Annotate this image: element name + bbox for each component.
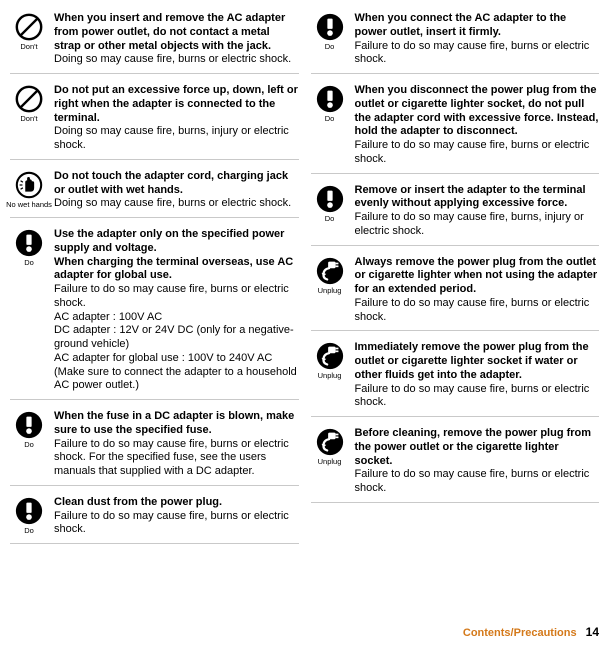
icon-caption: Do	[325, 115, 335, 123]
precaution-heading: Do not touch the adapter cord, charging …	[54, 170, 299, 198]
precaution-text: Remove or insert the adapter to the term…	[355, 184, 600, 239]
icon-block: Don't	[10, 12, 48, 51]
icon-block: Do	[311, 84, 349, 123]
precaution-text: Clean dust from the power plug.Failure t…	[54, 496, 299, 537]
icon-block: No wet hands	[10, 170, 48, 209]
dont-icon	[14, 84, 44, 114]
unplug-icon	[315, 341, 345, 371]
precaution-item: Do When you connect the AC adapter to the…	[311, 6, 600, 74]
icon-caption: Unplug	[318, 372, 342, 380]
precaution-heading: Immediately remove the power plug from t…	[355, 341, 600, 382]
precaution-heading: When the fuse in a DC adapter is blown, …	[54, 410, 299, 438]
icon-block: Do	[10, 410, 48, 449]
precaution-text: Immediately remove the power plug from t…	[355, 341, 600, 410]
icon-block: Unplug	[311, 427, 349, 466]
precaution-text: Use the adapter only on the specified po…	[54, 228, 299, 393]
icon-caption: Don't	[20, 115, 37, 123]
precaution-text: Always remove the power plug from the ou…	[355, 256, 600, 325]
nowethands-icon	[14, 170, 44, 200]
right-column: Do When you connect the AC adapter to the…	[311, 6, 600, 544]
icon-block: Unplug	[311, 341, 349, 380]
precaution-body: Failure to do so may cause fire, burns o…	[355, 139, 600, 167]
precaution-body: Doing so may cause fire, burns, injury o…	[54, 125, 299, 153]
precaution-text: Do not touch the adapter cord, charging …	[54, 170, 299, 211]
precaution-text: When you insert and remove the AC adapte…	[54, 12, 299, 67]
icon-caption: Unplug	[318, 458, 342, 466]
precaution-body: Doing so may cause fire, burns or electr…	[54, 197, 299, 211]
footer: Contents/Precautions 14	[463, 625, 599, 639]
unplug-icon	[315, 427, 345, 457]
precaution-heading: Always remove the power plug from the ou…	[355, 256, 600, 297]
icon-caption: Do	[325, 43, 335, 51]
footer-section-label: Contents/Precautions	[463, 627, 577, 639]
precaution-item: Unplug Immediately remove the power plug …	[311, 335, 600, 417]
precaution-item: Don't Do not put an excessive force up, d…	[10, 78, 299, 160]
precaution-body: Failure to do so may cause fire, burns o…	[54, 438, 299, 479]
precaution-body: Failure to do so may cause fire, burns o…	[355, 468, 600, 496]
precaution-heading: Before cleaning, remove the power plug f…	[355, 427, 600, 468]
precaution-body: Failure to do so may cause fire, burns, …	[355, 211, 600, 239]
icon-caption: Do	[325, 215, 335, 223]
precaution-heading: Do not put an excessive force up, down, …	[54, 84, 299, 125]
icon-block: Unplug	[311, 256, 349, 295]
precaution-heading: When you insert and remove the AC adapte…	[54, 12, 299, 53]
page-body: Don't When you insert and remove the AC a…	[0, 0, 609, 546]
precaution-item: No wet handsDo not touch the adapter cor…	[10, 164, 299, 218]
precaution-body: Failure to do so may cause fire, burns o…	[355, 383, 600, 411]
precaution-heading: When you disconnect the power plug from …	[355, 84, 600, 139]
precaution-item: Do Clean dust from the power plug.Failure…	[10, 490, 299, 544]
icon-block: Don't	[10, 84, 48, 123]
icon-caption: Don't	[20, 43, 37, 51]
icon-caption: Do	[24, 259, 34, 267]
icon-caption: Do	[24, 441, 34, 449]
icon-block: Do	[311, 184, 349, 223]
precaution-heading: Clean dust from the power plug.	[54, 496, 299, 510]
footer-page-number: 14	[586, 625, 599, 639]
icon-caption: Unplug	[318, 287, 342, 295]
left-column: Don't When you insert and remove the AC a…	[10, 6, 299, 544]
icon-block: Do	[10, 228, 48, 267]
precaution-heading: Remove or insert the adapter to the term…	[355, 184, 600, 212]
do-icon	[14, 496, 44, 526]
do-icon	[315, 184, 345, 214]
unplug-icon	[315, 256, 345, 286]
icon-block: Do	[311, 12, 349, 51]
precaution-text: When you disconnect the power plug from …	[355, 84, 600, 167]
icon-block: Do	[10, 496, 48, 535]
precaution-heading: Use the adapter only on the specified po…	[54, 228, 299, 283]
precaution-text: Do not put an excessive force up, down, …	[54, 84, 299, 153]
precaution-body: Failure to do so may cause fire, burns o…	[355, 297, 600, 325]
do-icon	[14, 228, 44, 258]
do-icon	[14, 410, 44, 440]
precaution-item: Do When the fuse in a DC adapter is blown…	[10, 404, 299, 486]
precaution-heading: When you connect the AC adapter to the p…	[355, 12, 600, 40]
precaution-item: Do Remove or insert the adapter to the te…	[311, 178, 600, 246]
precaution-text: When you connect the AC adapter to the p…	[355, 12, 600, 67]
do-icon	[315, 84, 345, 114]
precaution-text: When the fuse in a DC adapter is blown, …	[54, 410, 299, 479]
precaution-body: Failure to do so may cause fire, burns o…	[54, 510, 299, 538]
icon-caption: Do	[24, 527, 34, 535]
precaution-item: Do Use the adapter only on the specified …	[10, 222, 299, 400]
precaution-body: Failure to do so may cause fire, burns o…	[54, 283, 299, 393]
precaution-item: Unplug Always remove the power plug from …	[311, 250, 600, 332]
precaution-item: Do When you disconnect the power plug fro…	[311, 78, 600, 174]
dont-icon	[14, 12, 44, 42]
precaution-body: Failure to do so may cause fire, burns o…	[355, 40, 600, 68]
precaution-body: Doing so may cause fire, burns or electr…	[54, 53, 299, 67]
do-icon	[315, 12, 345, 42]
precaution-item: Don't When you insert and remove the AC a…	[10, 6, 299, 74]
precaution-text: Before cleaning, remove the power plug f…	[355, 427, 600, 496]
icon-caption: No wet hands	[6, 201, 52, 209]
precaution-item: Unplug Before cleaning, remove the power …	[311, 421, 600, 503]
